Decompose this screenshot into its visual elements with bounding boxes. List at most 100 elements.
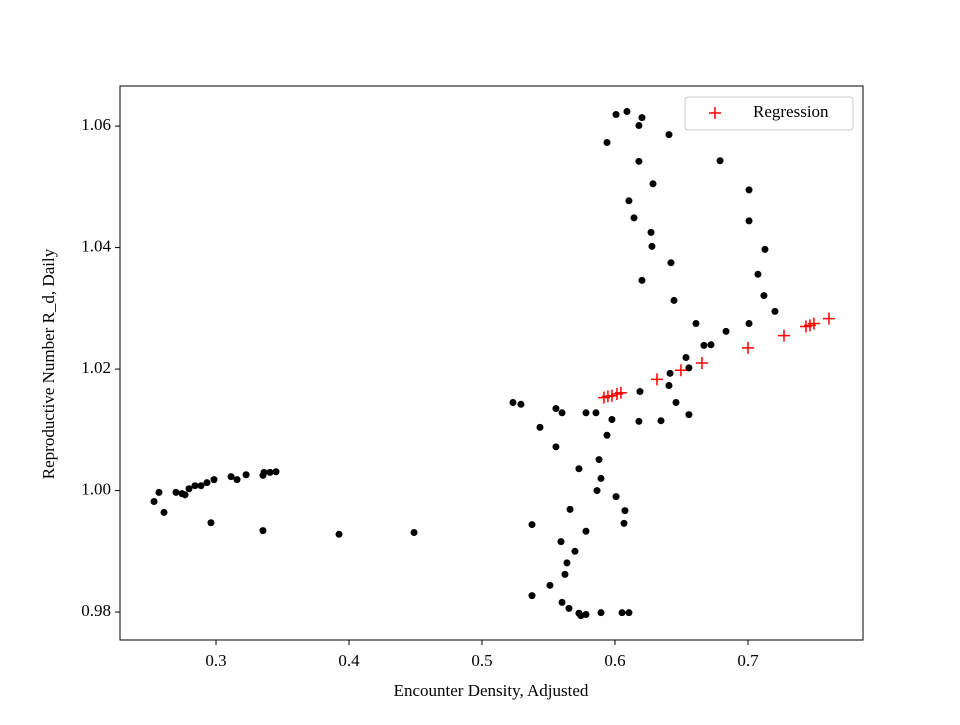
- point: [603, 138, 611, 146]
- y-tick-label: 1.04: [81, 236, 111, 255]
- point: [685, 364, 693, 372]
- y-tick-label: 1.06: [81, 115, 111, 134]
- point: [618, 609, 626, 617]
- point: [191, 482, 199, 490]
- point: [597, 609, 605, 617]
- plot-frame: [119, 85, 864, 641]
- point: [647, 228, 655, 236]
- point: [557, 538, 565, 546]
- point: [670, 296, 678, 304]
- point: [563, 559, 571, 567]
- x-tick-label: 0.7: [737, 651, 759, 670]
- point: [203, 479, 211, 487]
- point: [565, 604, 573, 612]
- point: [272, 468, 280, 476]
- point: [517, 400, 525, 408]
- point: [181, 491, 189, 499]
- point: [227, 473, 235, 481]
- point: [593, 487, 601, 495]
- point: [745, 217, 753, 225]
- x-tick-label: 0.5: [471, 651, 492, 670]
- point: [760, 292, 768, 300]
- point: [636, 388, 644, 396]
- point: [623, 108, 631, 116]
- point: [620, 519, 628, 527]
- point: [207, 519, 215, 527]
- plus-marker: [614, 386, 627, 399]
- point: [558, 409, 566, 417]
- point: [754, 270, 762, 278]
- legend-label: Regression: [753, 102, 829, 121]
- point: [233, 476, 241, 484]
- plus-marker: [605, 389, 618, 402]
- x-tick-label: 0.4: [338, 651, 360, 670]
- point: [155, 488, 163, 496]
- plus-marker: [695, 357, 708, 369]
- plus-marker: [778, 329, 791, 342]
- point: [582, 610, 590, 618]
- point: [552, 405, 560, 413]
- point: [665, 381, 673, 389]
- point: [638, 276, 646, 284]
- point: [410, 528, 418, 536]
- point: [692, 320, 700, 328]
- x-tick-label: 0.6: [604, 651, 625, 670]
- point: [266, 468, 274, 476]
- point: [648, 242, 656, 250]
- point: [259, 527, 267, 535]
- x-tick-label: 0.3: [205, 651, 226, 670]
- plus-marker: [741, 341, 754, 354]
- point: [603, 431, 611, 439]
- point: [722, 327, 730, 335]
- point: [625, 609, 633, 617]
- point: [509, 398, 517, 406]
- point: [210, 476, 218, 484]
- point: [546, 581, 554, 589]
- point: [160, 508, 168, 516]
- point: [552, 443, 560, 451]
- point: [172, 488, 180, 496]
- point: [685, 411, 693, 419]
- point: [672, 398, 680, 406]
- point: [566, 505, 574, 513]
- legend-marker: [709, 107, 721, 119]
- point: [558, 598, 566, 606]
- point: [635, 417, 643, 425]
- point: [612, 111, 620, 119]
- point: [595, 456, 603, 464]
- plus-marker: [651, 373, 664, 386]
- point: [528, 521, 536, 529]
- point: [745, 320, 753, 328]
- point: [150, 498, 158, 505]
- y-tick-label: 1.00: [81, 479, 111, 498]
- point: [582, 409, 590, 417]
- point: [185, 485, 193, 493]
- y-axis-label: Reproductive Number R_d, Daily: [39, 248, 58, 479]
- point: [666, 369, 674, 377]
- y-tick-label: 1.02: [81, 358, 111, 377]
- point: [635, 121, 643, 129]
- point: [745, 186, 753, 194]
- point: [700, 341, 708, 349]
- plus-marker: [822, 312, 835, 325]
- point: [575, 465, 583, 473]
- point: [771, 307, 779, 315]
- x-axis-label: Encounter Density, Adjusted: [394, 681, 589, 700]
- point: [707, 341, 715, 349]
- point: [597, 474, 605, 482]
- point: [665, 131, 673, 139]
- point: [682, 354, 690, 362]
- point: [528, 592, 536, 600]
- point: [635, 157, 643, 165]
- point: [197, 482, 205, 490]
- point: [649, 180, 657, 188]
- point: [536, 423, 544, 431]
- plus-marker: [674, 364, 687, 377]
- point: [625, 197, 633, 205]
- point: [335, 530, 343, 538]
- point: [638, 114, 646, 122]
- point: [561, 570, 569, 578]
- point: [260, 468, 268, 476]
- legend-box: [684, 96, 854, 131]
